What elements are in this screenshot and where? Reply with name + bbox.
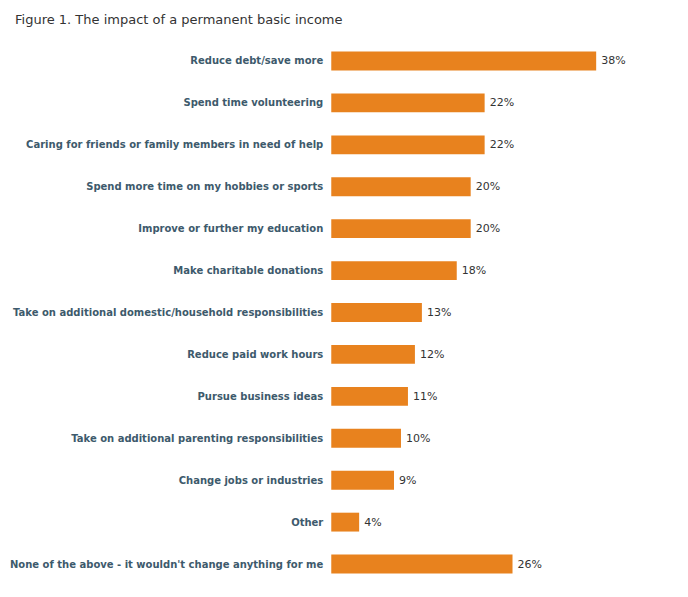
svg-text:10%: 10% <box>406 432 430 445</box>
svg-text:Reduce paid work hours: Reduce paid work hours <box>187 349 323 360</box>
svg-text:Spend more time on my hobbies: Spend more time on my hobbies or sports <box>86 181 323 192</box>
svg-text:Pursue business ideas: Pursue business ideas <box>198 391 324 402</box>
svg-text:Reduce debt/save more: Reduce debt/save more <box>190 55 323 66</box>
svg-text:Improve or further my educatio: Improve or further my education <box>138 223 323 234</box>
svg-text:20%: 20% <box>476 222 500 235</box>
svg-text:13%: 13% <box>427 306 451 319</box>
svg-text:Take on additional domestic/ho: Take on additional domestic/household re… <box>13 307 323 318</box>
svg-text:18%: 18% <box>462 264 486 277</box>
svg-text:Other: Other <box>291 517 323 528</box>
svg-text:38%: 38% <box>601 54 625 67</box>
svg-text:20%: 20% <box>476 180 500 193</box>
svg-text:12%: 12% <box>420 348 444 361</box>
svg-text:22%: 22% <box>490 138 514 151</box>
svg-text:Spend time volunteering: Spend time volunteering <box>183 97 323 108</box>
svg-text:Caring for friends or family m: Caring for friends or family members in … <box>26 139 323 150</box>
svg-text:22%: 22% <box>490 96 514 109</box>
svg-text:4%: 4% <box>364 516 381 529</box>
svg-text:Change jobs or industries: Change jobs or industries <box>179 475 324 486</box>
svg-text:Take on additional parenting r: Take on additional parenting responsibil… <box>71 433 323 444</box>
svg-text:Make charitable donations: Make charitable donations <box>173 265 323 276</box>
svg-text:26%: 26% <box>518 558 542 571</box>
svg-text:None of the above - it wouldn': None of the above - it wouldn't change a… <box>10 559 323 570</box>
svg-text:Figure 1. The impact of a perm: Figure 1. The impact of a permanent basi… <box>15 12 343 27</box>
svg-text:11%: 11% <box>413 390 437 403</box>
svg-text:9%: 9% <box>399 474 416 487</box>
